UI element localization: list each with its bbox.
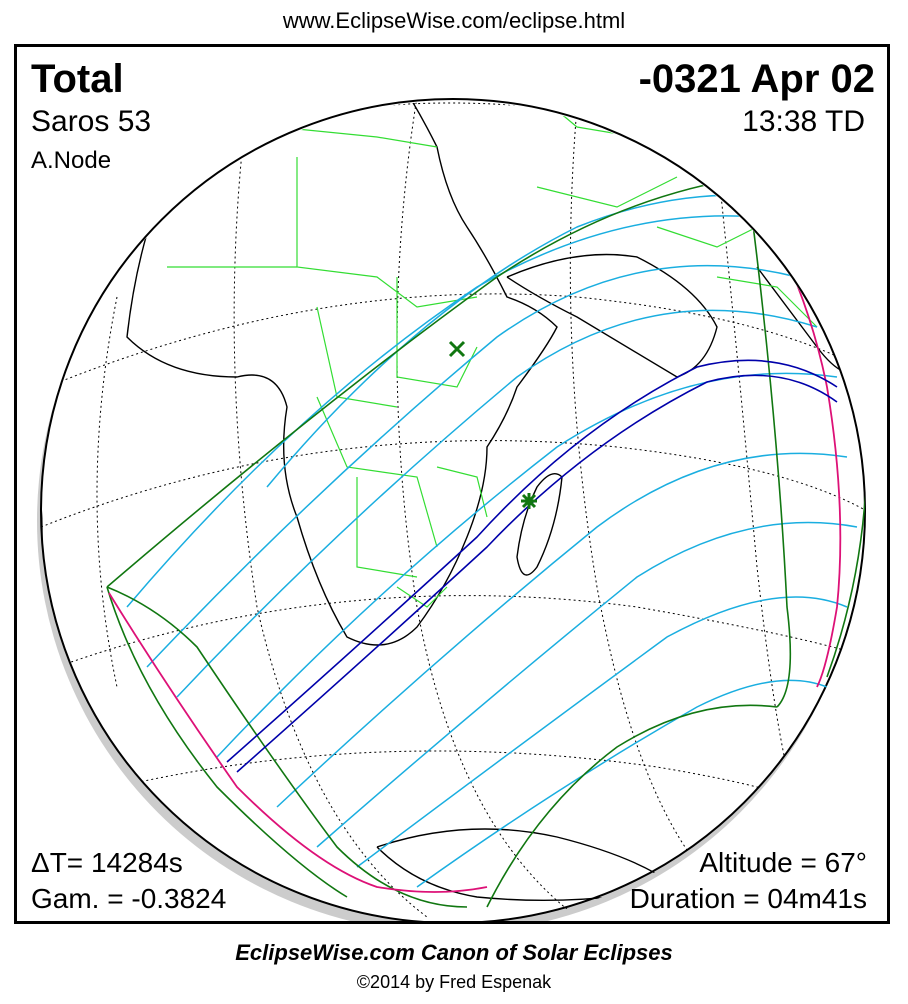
source-url: www.EclipseWise.com/eclipse.html	[282, 8, 626, 33]
eclipse-time: 13:38 TD	[742, 105, 865, 138]
graticule	[41, 101, 865, 918]
eclipse-type: Total	[31, 57, 124, 101]
greatest-duration-marker	[448, 340, 466, 358]
globe-map	[37, 98, 866, 921]
canon-title: EclipseWise.com Canon of Solar Eclipses	[235, 940, 673, 965]
totality-duration: Duration = 04m41s	[629, 883, 867, 914]
saros-number: Saros 53	[31, 105, 152, 138]
copyright: ©2014 by Fred Espenak	[356, 972, 552, 992]
globe-outline	[40, 98, 866, 921]
eclipse-date: -0321 Apr 02	[638, 57, 875, 101]
eclipse-time-lines	[126, 194, 858, 888]
gamma: Gam. = -0.3824	[31, 883, 227, 914]
umbral-path	[226, 359, 838, 773]
greatest-eclipse-marker	[521, 493, 537, 509]
node-label: A.Node	[31, 147, 112, 174]
delta-t: ΔT= 14284s	[31, 847, 183, 878]
eclipse-map-panel: Total Saros 53 A.Node -0321 Apr 02 13:38…	[14, 44, 890, 924]
sun-altitude: Altitude = 67°	[699, 847, 867, 878]
